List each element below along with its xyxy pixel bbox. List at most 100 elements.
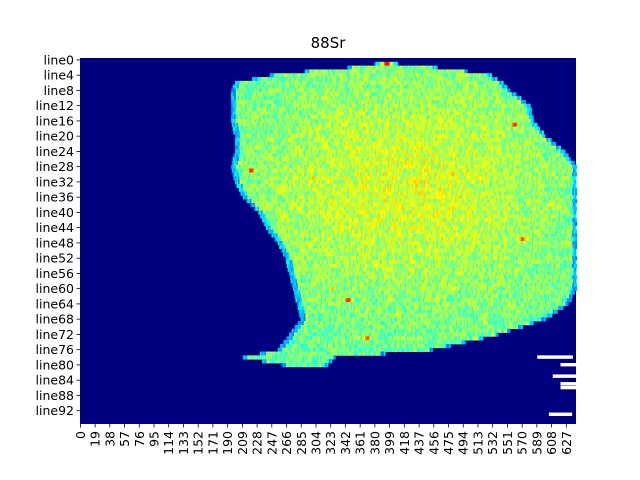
heatmap-cell [314, 138, 316, 143]
heatmap-cell [538, 149, 541, 154]
heatmap-cell [409, 103, 412, 108]
heatmap-cell [279, 164, 282, 169]
heatmap-cell [344, 164, 347, 169]
heatmap-cell [355, 80, 358, 86]
heatmap-cell [371, 122, 374, 128]
heatmap-cell [243, 88, 246, 93]
heatmap-cell [337, 145, 340, 150]
heatmap-cell [394, 149, 397, 154]
heatmap-cell [290, 73, 292, 78]
heatmap-cell [484, 130, 487, 135]
heatmap-cell [471, 115, 474, 120]
heatmap-cell [351, 141, 354, 147]
heatmap-cell [268, 115, 271, 120]
heatmap-cell [319, 164, 322, 169]
heatmap-cell [343, 134, 346, 139]
heatmap-cell [241, 96, 244, 101]
heatmap-cell [482, 99, 485, 105]
heatmap-cell [379, 134, 382, 139]
heatmap-cell [239, 141, 242, 147]
heatmap-cell [425, 149, 428, 154]
heatmap-cell [231, 99, 234, 105]
heatmap-cell [352, 111, 354, 116]
heatmap-cell [368, 69, 371, 74]
heatmap-cell [479, 153, 482, 158]
heatmap-cell [322, 92, 325, 97]
heatmap-cell [277, 88, 280, 93]
heatmap-cell [355, 92, 358, 97]
heatmap-cell [320, 69, 323, 74]
heatmap-cell [546, 145, 549, 150]
heatmap-cell [414, 126, 416, 131]
heatmap-cell [430, 138, 433, 143]
heatmap-cell [443, 115, 446, 120]
heatmap-cell [280, 115, 283, 120]
heatmap-cell [420, 164, 423, 169]
heatmap-cell [475, 122, 478, 128]
heatmap-cell [281, 160, 284, 166]
heatmap-cell [366, 145, 369, 150]
heatmap-cell [503, 96, 506, 101]
heatmap-cell [412, 84, 415, 89]
heatmap-cell [404, 92, 407, 97]
heatmap-cell [431, 134, 434, 139]
heatmap-cell [298, 160, 301, 166]
heatmap-cell [424, 88, 427, 93]
heatmap-cell [431, 92, 434, 97]
heatmap-cell [297, 88, 300, 93]
heatmap-cell [369, 65, 372, 70]
heatmap-cell [479, 138, 482, 143]
heatmap-cell [310, 69, 313, 74]
heatmap-cell [358, 99, 361, 105]
heatmap-cell [516, 107, 519, 112]
heatmap-cell [372, 92, 375, 97]
heatmap-cell [267, 138, 270, 143]
heatmap-cell [387, 115, 390, 120]
heatmap-cell [386, 84, 389, 89]
heatmap-cell [286, 130, 289, 135]
heatmap-cell [530, 115, 533, 120]
heatmap-cell [479, 84, 482, 89]
heatmap-cell [237, 88, 240, 93]
heatmap-cell [439, 141, 442, 147]
heatmap-cell [340, 145, 343, 150]
heatmap-cell [293, 141, 296, 147]
heatmap-cell [509, 145, 512, 150]
heatmap-cell [389, 115, 392, 120]
heatmap-cell [345, 153, 347, 158]
heatmap-cell [255, 153, 258, 158]
heatmap-cell [479, 111, 482, 116]
heatmap-cell [472, 119, 475, 124]
heatmap-cell [464, 145, 467, 150]
heatmap-cell [410, 115, 413, 120]
heatmap-cell [324, 107, 327, 112]
heatmap-cell [235, 103, 238, 108]
heatmap-cell [399, 122, 402, 128]
heatmap-cell [447, 77, 450, 82]
heatmap-cell [252, 115, 255, 120]
heatmap-cell [418, 96, 421, 101]
heatmap-cell [353, 96, 356, 101]
heatmap-cell [535, 145, 538, 150]
heatmap-cell [383, 115, 385, 120]
heatmap-cell [403, 88, 406, 93]
heatmap-cell [436, 145, 439, 150]
heatmap-cell [245, 115, 248, 120]
heatmap-cell [565, 157, 568, 162]
heatmap-cell [373, 107, 376, 112]
heatmap-cell [254, 84, 257, 89]
heatmap-cell [380, 69, 383, 74]
heatmap-cell [268, 126, 271, 131]
heatmap-cell [364, 65, 367, 70]
heatmap-cell [440, 73, 443, 78]
heatmap-cell [394, 77, 397, 82]
heatmap-cell [283, 80, 285, 86]
heatmap-cell [540, 153, 543, 158]
heatmap-cell [342, 73, 345, 78]
heatmap-cell [331, 107, 334, 112]
heatmap-cell [362, 77, 365, 82]
heatmap-cell [231, 111, 234, 116]
heatmap-cell [355, 153, 358, 158]
heatmap-cell [375, 65, 378, 70]
heatmap-cell [467, 77, 470, 82]
